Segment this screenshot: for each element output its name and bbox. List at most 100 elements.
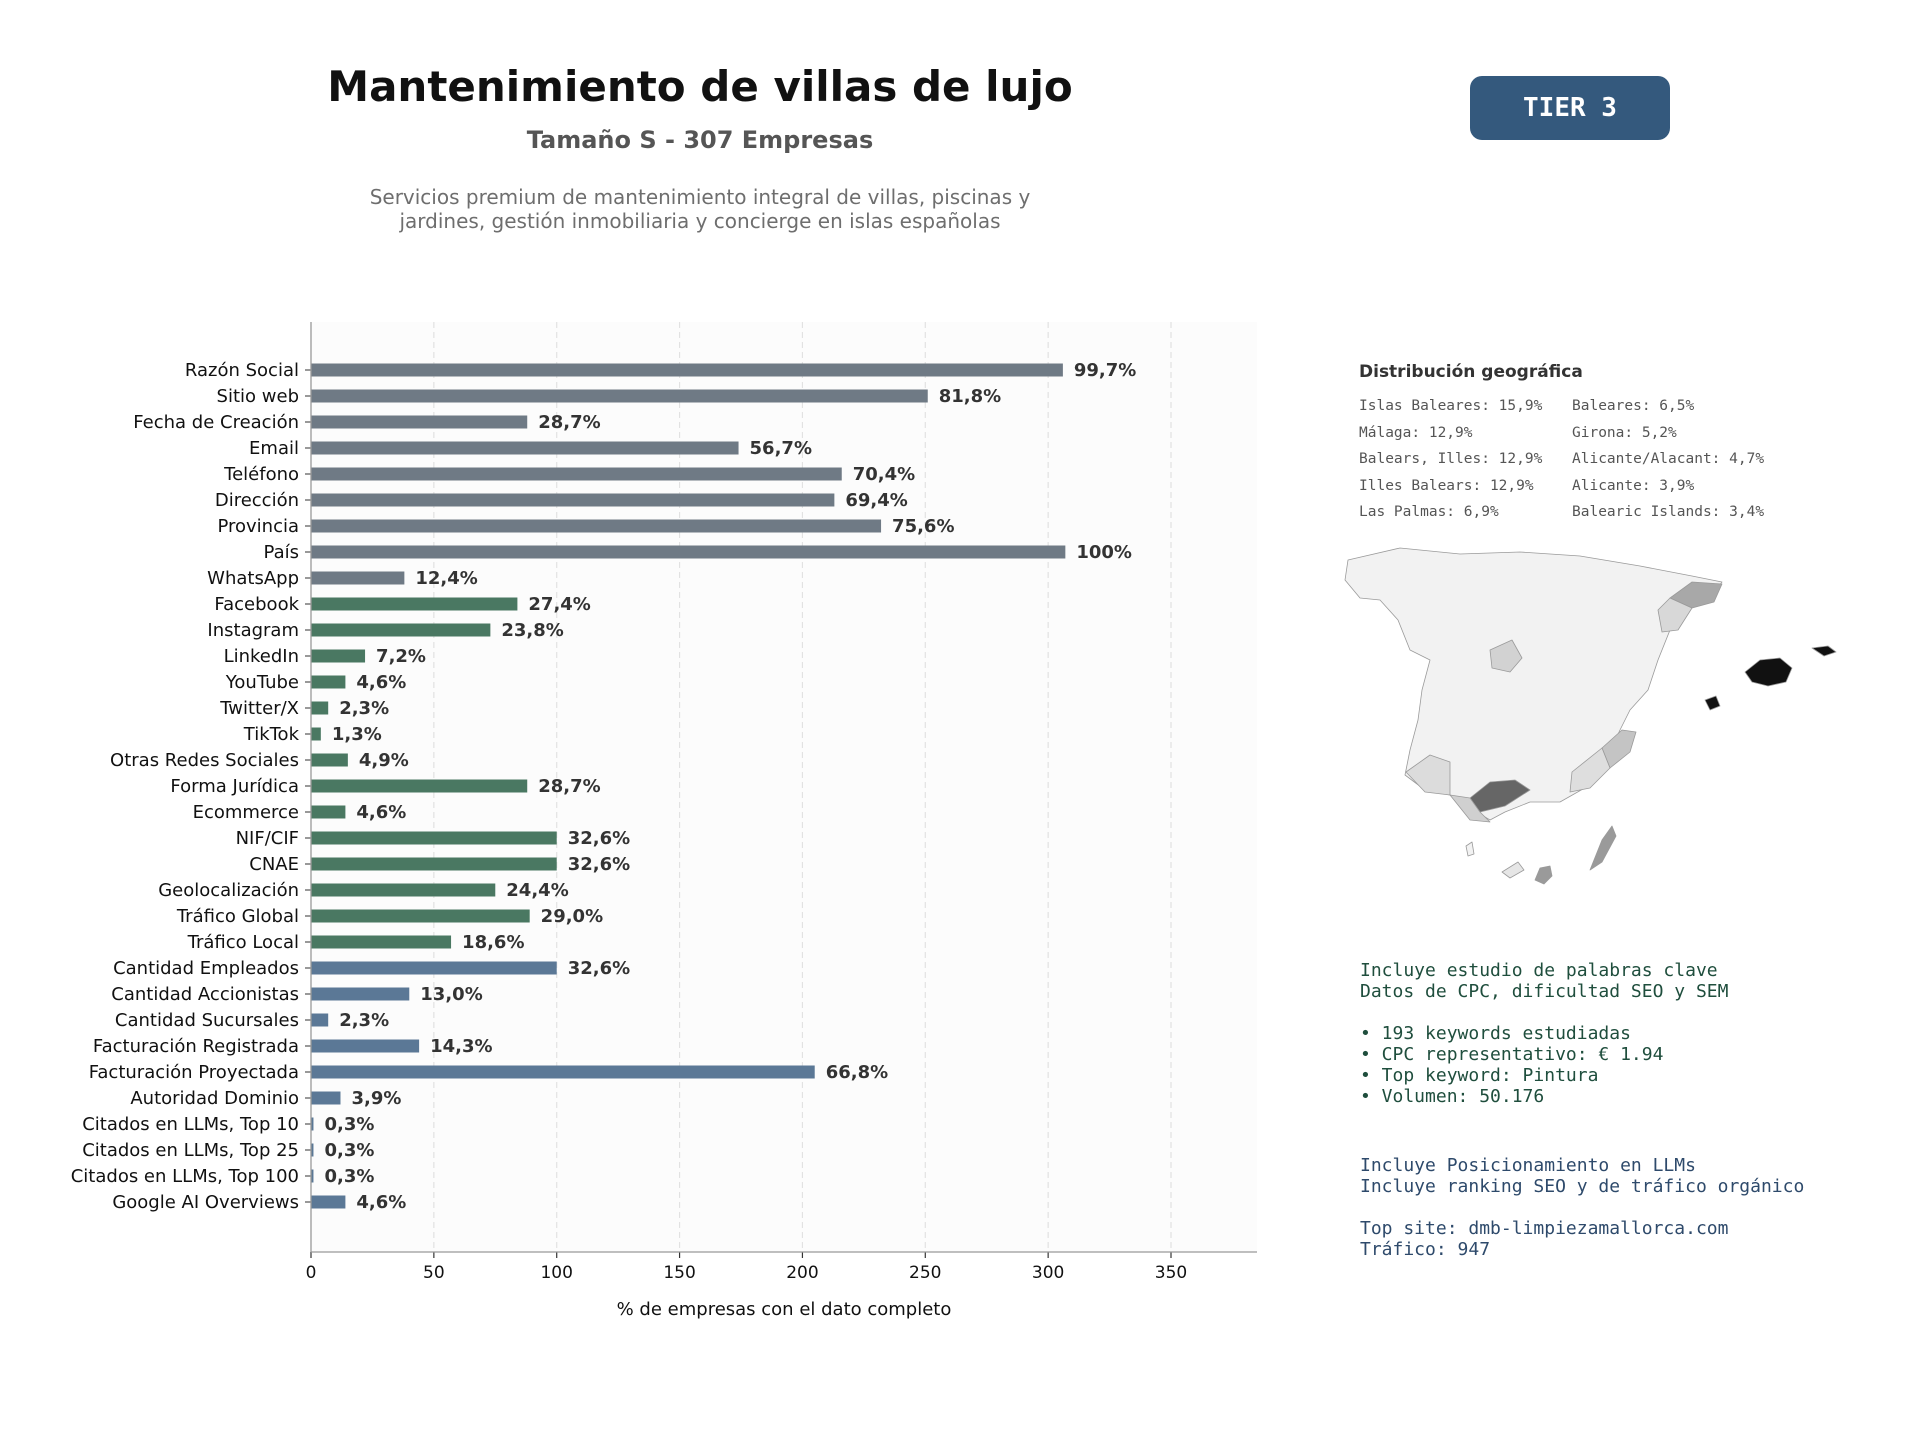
value-label: 24,4% bbox=[506, 880, 568, 901]
category-label: CNAE bbox=[249, 854, 299, 875]
keyword-bullet: • CPC representativo: € 1.94 bbox=[1360, 1044, 1664, 1065]
category-label: Teléfono bbox=[223, 464, 299, 485]
map-region-murcia bbox=[1569, 747, 1611, 793]
category-label: Dirección bbox=[215, 490, 299, 511]
category-label: LinkedIn bbox=[224, 646, 299, 667]
value-label: 23,8% bbox=[501, 620, 563, 641]
x-tick-label: 100 bbox=[540, 1263, 572, 1283]
value-label: 4,6% bbox=[356, 1192, 406, 1213]
value-label: 99,7% bbox=[1074, 360, 1136, 381]
value-label: 28,7% bbox=[538, 776, 600, 797]
category-label: Tráfico Global bbox=[176, 906, 299, 927]
map-region-barcelona bbox=[1657, 597, 1693, 633]
axes: 0 50 100 150 200 250 300 350 bbox=[306, 322, 1257, 1283]
tier-badge: TIER 3 bbox=[1470, 76, 1670, 140]
geo-list-left: Islas Baleares: 15,9% Málaga: 12,9% Bale… bbox=[1359, 398, 1542, 531]
bar bbox=[311, 779, 528, 793]
map-region-tenerife bbox=[1501, 861, 1525, 879]
value-label: 28,7% bbox=[538, 412, 600, 433]
x-tick-label: 0 bbox=[306, 1263, 317, 1283]
map-region-huelva bbox=[1405, 754, 1451, 796]
llm-line: Incluye ranking SEO y de tráfico orgánic… bbox=[1360, 1176, 1805, 1197]
value-label: 4,9% bbox=[359, 750, 409, 771]
bar bbox=[311, 961, 557, 975]
category-label: Twitter/X bbox=[219, 698, 299, 719]
description-line-1: Servicios premium de mantenimiento integ… bbox=[369, 185, 1031, 209]
bar bbox=[311, 1117, 314, 1131]
category-label: Otras Redes Sociales bbox=[110, 750, 299, 771]
value-label: 7,2% bbox=[376, 646, 426, 667]
map-region-mallorca bbox=[1744, 657, 1793, 687]
category-label: Tráfico Local bbox=[187, 932, 299, 953]
geo-entry: Baleares: 6,5% bbox=[1572, 398, 1695, 414]
x-axis-label: % de empresas con el dato completo bbox=[617, 1299, 952, 1320]
geo-entry: Illes Balears: 12,9% bbox=[1359, 477, 1534, 494]
keyword-bullet: • Volumen: 50.176 bbox=[1360, 1086, 1545, 1107]
value-label: 0,3% bbox=[324, 1166, 374, 1187]
description-line-2: jardines, gestión inmobiliaria y concier… bbox=[399, 209, 1001, 233]
category-label: Sitio web bbox=[217, 386, 299, 407]
bar bbox=[311, 987, 410, 1001]
x-tick-label: 350 bbox=[1155, 1263, 1187, 1283]
category-label: Facturación Registrada bbox=[93, 1036, 299, 1057]
bar bbox=[311, 441, 739, 455]
bar bbox=[311, 649, 366, 663]
value-label: 2,3% bbox=[339, 1010, 389, 1031]
geo-list-right: Baleares: 6,5% Girona: 5,2% Alicante/Ala… bbox=[1572, 398, 1764, 531]
category-label: Google AI Overviews bbox=[112, 1192, 299, 1213]
bar bbox=[311, 701, 329, 715]
value-label: 81,8% bbox=[939, 386, 1001, 407]
category-label: Facturación Proyectada bbox=[89, 1062, 299, 1083]
page-subtitle: Tamaño S - 307 Empresas bbox=[526, 126, 874, 154]
value-label: 12,4% bbox=[415, 568, 477, 589]
category-label: Email bbox=[249, 438, 299, 459]
value-label: 13,0% bbox=[420, 984, 482, 1005]
bar bbox=[311, 1195, 346, 1209]
bar bbox=[311, 831, 557, 845]
value-label: 27,4% bbox=[528, 594, 590, 615]
bar bbox=[311, 363, 1063, 377]
map-peninsula bbox=[1344, 547, 1723, 821]
geo-entry: Las Palmas: 6,9% bbox=[1359, 504, 1499, 520]
value-label: 18,6% bbox=[462, 932, 524, 953]
category-label: Geolocalización bbox=[158, 880, 299, 901]
bar bbox=[311, 1091, 341, 1105]
top-site: Top site: dmb-limpiezamallorca.com bbox=[1360, 1218, 1729, 1239]
category-label: Provincia bbox=[217, 516, 299, 537]
bar bbox=[311, 597, 518, 611]
completeness-bar-chart: Razón Social 99,7% Sitio web 81,8% Fecha de … bbox=[71, 322, 1257, 1320]
bar bbox=[311, 753, 348, 767]
bar bbox=[311, 545, 1066, 559]
keyword-bullet: • Top keyword: Pintura bbox=[1360, 1065, 1599, 1086]
bar bbox=[311, 1169, 314, 1183]
value-label: 32,6% bbox=[568, 854, 630, 875]
category-label: Forma Jurídica bbox=[170, 776, 299, 797]
x-tick-label: 150 bbox=[663, 1263, 695, 1283]
bar bbox=[311, 1013, 329, 1027]
geo-entry: Alicante: 3,9% bbox=[1572, 477, 1695, 494]
bar bbox=[311, 727, 321, 741]
bar bbox=[311, 883, 496, 897]
bar bbox=[311, 571, 405, 585]
category-label: Fecha de Creación bbox=[133, 412, 299, 433]
map-region-las-palmas bbox=[1534, 865, 1553, 885]
category-label: YouTube bbox=[225, 672, 299, 693]
bar bbox=[311, 1065, 815, 1079]
bar bbox=[311, 415, 528, 429]
bar bbox=[311, 467, 842, 481]
x-tick-label: 50 bbox=[423, 1263, 445, 1283]
x-tick-label: 200 bbox=[786, 1263, 818, 1283]
value-label: 3,9% bbox=[351, 1088, 401, 1109]
bar bbox=[311, 675, 346, 689]
keywords-line: Incluye estudio de palabras clave bbox=[1360, 960, 1718, 981]
value-label: 75,6% bbox=[892, 516, 954, 537]
value-label: 1,3% bbox=[332, 724, 382, 745]
bar bbox=[311, 1143, 314, 1157]
spain-province-map bbox=[1344, 547, 1837, 885]
category-label: Instagram bbox=[207, 620, 299, 641]
category-label: Cantidad Empleados bbox=[113, 958, 299, 979]
value-label: 0,3% bbox=[324, 1140, 374, 1161]
top-site-traffic: Tráfico: 947 bbox=[1360, 1239, 1491, 1260]
geo-entry: Málaga: 12,9% bbox=[1359, 424, 1473, 441]
bar bbox=[311, 857, 557, 871]
